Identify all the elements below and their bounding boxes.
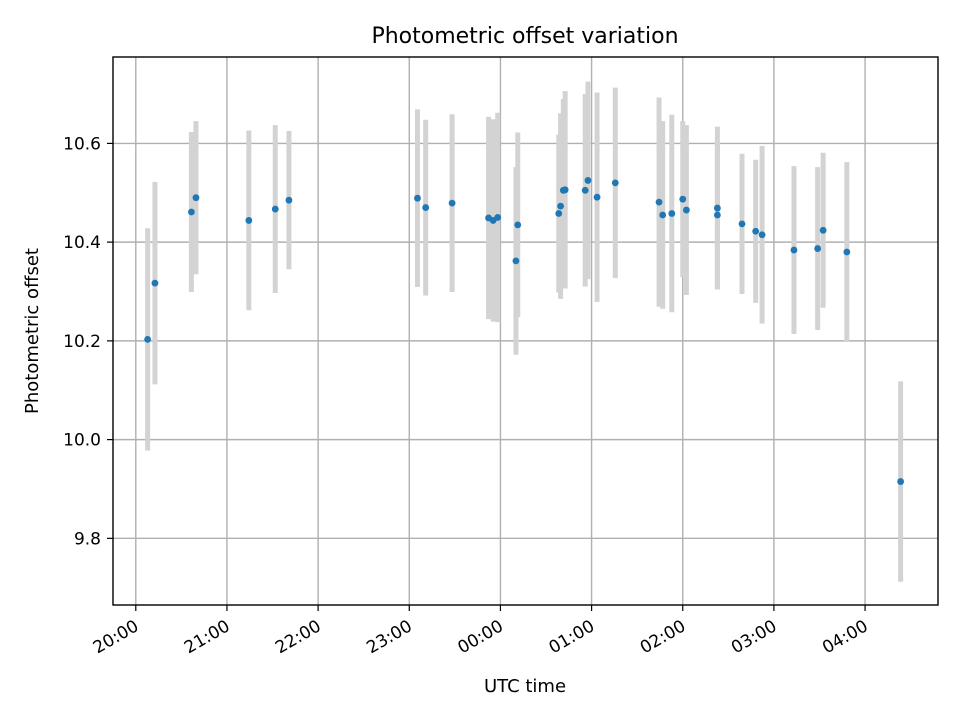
data-point	[655, 198, 663, 206]
point-layer	[144, 177, 905, 485]
data-point	[843, 248, 851, 256]
chart-title: Photometric offset variation	[371, 24, 678, 49]
y-tick-label: 10.6	[63, 134, 101, 154]
data-point	[285, 196, 293, 204]
data-point	[819, 226, 827, 234]
data-point	[790, 246, 798, 254]
data-point	[245, 217, 253, 224]
data-point	[682, 206, 690, 214]
plot-frame	[112, 56, 939, 606]
x-axis-label: UTC time	[484, 676, 566, 697]
data-point	[668, 210, 676, 217]
data-point	[584, 177, 592, 184]
y-tick-label: 10.0	[63, 431, 101, 451]
data-point	[611, 179, 619, 187]
data-point	[271, 205, 279, 213]
data-point	[814, 245, 822, 252]
data-point	[414, 194, 421, 202]
data-point	[758, 231, 766, 239]
data-point	[581, 186, 589, 194]
data-point	[713, 204, 721, 212]
data-point	[187, 208, 195, 216]
data-point	[679, 195, 687, 203]
data-point	[593, 193, 601, 201]
data-point	[659, 211, 667, 219]
data-point	[512, 257, 520, 265]
data-point	[897, 478, 905, 485]
data-point	[494, 214, 502, 221]
data-point	[422, 204, 430, 211]
y-tick-label: 10.4	[63, 233, 101, 253]
data-point	[144, 335, 152, 343]
data-point	[561, 186, 569, 194]
data-point	[151, 279, 159, 287]
data-point	[738, 220, 746, 228]
data-point	[192, 194, 200, 202]
data-point	[555, 210, 563, 217]
y-axis-label: Photometric offset	[22, 248, 43, 414]
data-point	[514, 221, 522, 229]
data-point	[752, 227, 760, 235]
y-tick-label: 10.2	[63, 332, 101, 352]
grid-layer	[113, 57, 938, 605]
data-point	[448, 199, 456, 207]
data-point	[713, 211, 721, 219]
data-point	[557, 202, 564, 210]
y-tick-label: 9.8	[74, 529, 101, 549]
